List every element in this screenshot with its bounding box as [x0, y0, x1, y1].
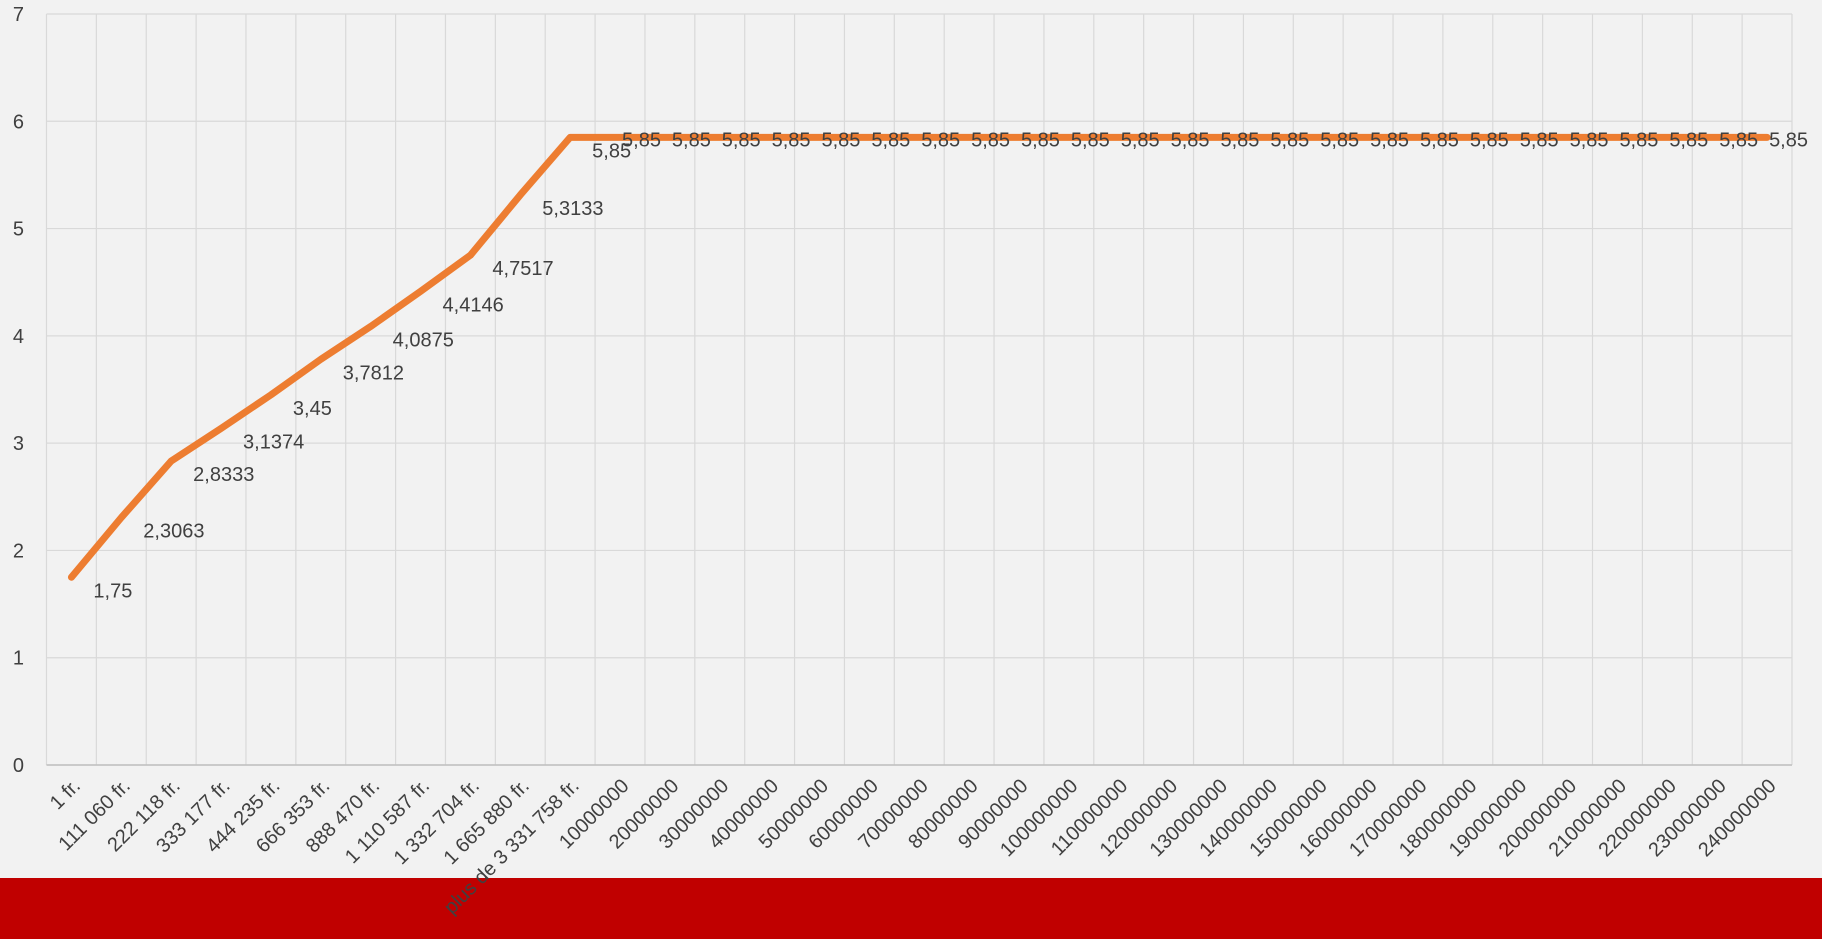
data-label: 5,85	[592, 140, 631, 162]
data-label: 5,85	[722, 129, 761, 151]
data-label: 3,45	[293, 398, 332, 420]
y-tick-label: 7	[13, 4, 24, 26]
footer-bar	[0, 878, 1822, 939]
data-label: 5,3133	[542, 198, 603, 220]
data-label: 5,85	[1071, 129, 1110, 151]
data-label: 4,0875	[393, 329, 454, 351]
data-label: 5,85	[1669, 129, 1708, 151]
data-label: 2,8333	[193, 464, 254, 486]
data-label: 5,85	[1769, 129, 1808, 151]
data-label: 5,85	[871, 129, 910, 151]
y-tick-label: 0	[13, 755, 24, 777]
data-label: 5,85	[672, 129, 711, 151]
data-label: 3,1374	[243, 431, 304, 453]
data-label: 5,85	[1470, 129, 1509, 151]
data-label: 5,85	[1719, 129, 1758, 151]
y-tick-label: 4	[13, 326, 24, 348]
data-label: 5,85	[822, 129, 861, 151]
data-label: 5,85	[921, 129, 960, 151]
y-tick-label: 2	[13, 540, 24, 562]
data-label: 5,85	[1121, 129, 1160, 151]
data-label: 5,85	[1520, 129, 1559, 151]
data-label: 5,85	[1270, 129, 1309, 151]
y-tick-label: 1	[13, 648, 24, 670]
y-tick-label: 3	[13, 433, 24, 455]
data-label: 5,85	[622, 129, 661, 151]
data-label: 5,85	[1619, 129, 1658, 151]
data-label: 4,4146	[443, 294, 504, 316]
data-label: 3,7812	[343, 362, 404, 384]
x-tick-label: 1 fr.	[46, 775, 85, 814]
y-tick-label: 6	[13, 111, 24, 133]
y-tick-label: 5	[13, 219, 24, 241]
data-label: 1,75	[93, 580, 132, 602]
data-label: 5,85	[1370, 129, 1409, 151]
data-label: 5,85	[1171, 129, 1210, 151]
data-label: 5,85	[1320, 129, 1359, 151]
data-line	[67, 133, 1771, 581]
data-label: 5,85	[1570, 129, 1609, 151]
data-label: 5,85	[1420, 129, 1459, 151]
data-label: 5,85	[1220, 129, 1259, 151]
data-label: 5,85	[1021, 129, 1060, 151]
data-label: 2,3063	[143, 521, 204, 543]
data-label: 5,85	[772, 129, 811, 151]
data-label: 4,7517	[492, 258, 553, 280]
data-label: 5,85	[971, 129, 1010, 151]
